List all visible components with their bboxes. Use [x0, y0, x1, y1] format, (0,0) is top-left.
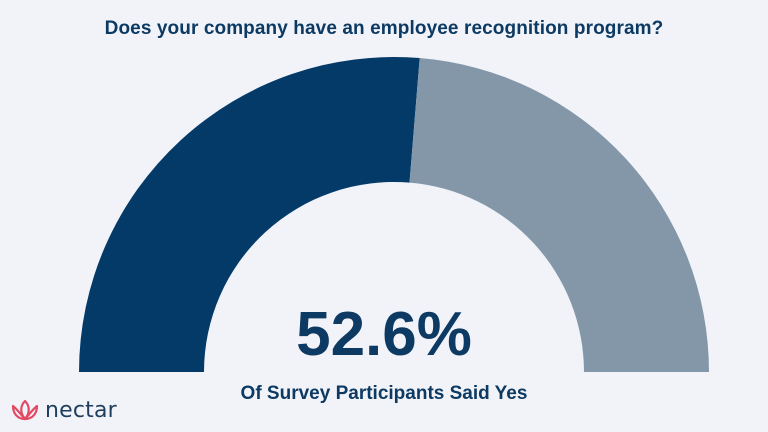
lotus-icon [11, 399, 39, 421]
percentage-value: 52.6% [296, 300, 472, 369]
gauge-segment-no [409, 58, 709, 372]
nectar-logo: nectar [10, 397, 117, 423]
chart-title: Does your company have an employee recog… [104, 18, 664, 39]
gauge-segment-yes [79, 57, 420, 373]
chart-subtitle: Of Survey Participants Said Yes [240, 383, 528, 404]
logo-text: nectar [45, 397, 117, 423]
